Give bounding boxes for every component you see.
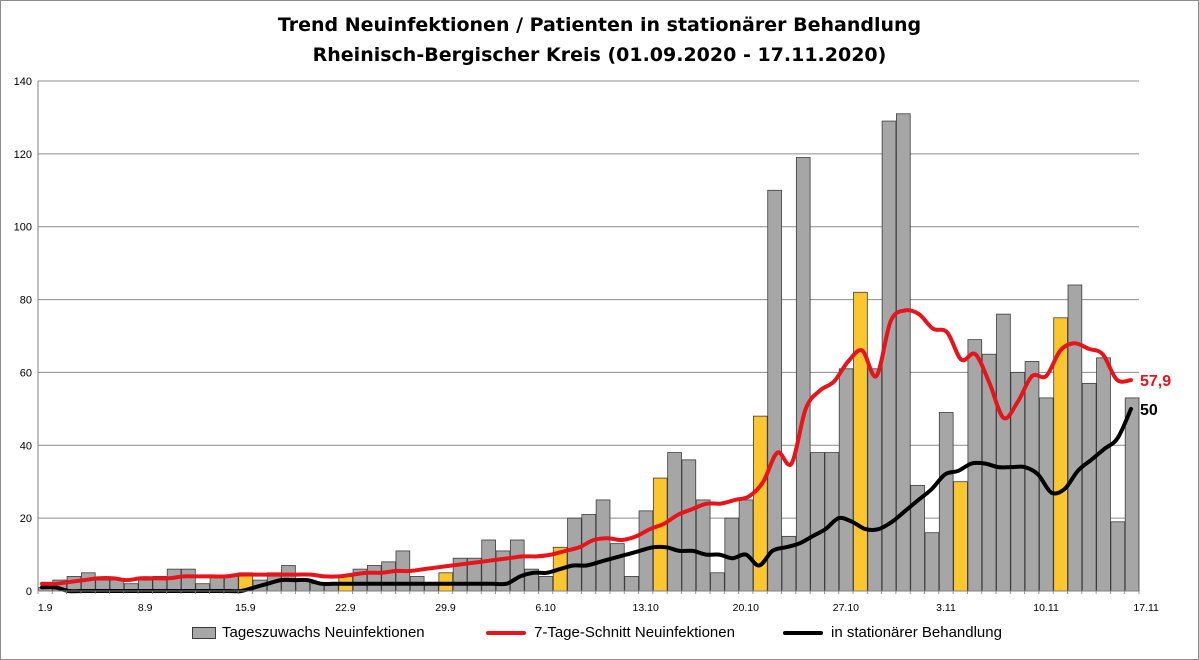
- bar: [695, 499, 711, 592]
- chart-title: Trend Neuinfektionen / Patienten in stat…: [277, 14, 922, 36]
- bar: [896, 113, 911, 592]
- legend-swatch-avg: [486, 630, 526, 635]
- legend-label-hospital: in stationärer Behandlung: [831, 624, 1002, 641]
- bar: [1067, 284, 1083, 592]
- bar: [181, 568, 196, 592]
- bar: [1081, 382, 1097, 592]
- y-tick-label: 60: [20, 367, 32, 379]
- x-tick-label: 15.9: [235, 602, 256, 614]
- bar: [996, 313, 1011, 592]
- y-tick-label: 80: [20, 295, 32, 307]
- bar: [381, 561, 396, 592]
- x-tick-label: 1.9: [38, 602, 53, 614]
- avg-line: [40, 308, 1133, 586]
- bar: [838, 368, 854, 592]
- bar: [767, 189, 782, 592]
- bar: [610, 543, 625, 592]
- y-tick-label: 20: [20, 513, 32, 525]
- y-tick-label: 40: [20, 440, 32, 452]
- x-tick-label: 27.10: [833, 602, 859, 614]
- bar: [538, 576, 554, 592]
- bar: [738, 499, 754, 592]
- bar: [652, 477, 668, 592]
- bar: [1124, 397, 1140, 592]
- bar: [853, 291, 868, 592]
- bar: [953, 481, 968, 592]
- y-tick-label: 120: [14, 149, 32, 161]
- x-tick-label: 29.9: [435, 602, 456, 614]
- bar: [1096, 357, 1111, 592]
- bar: [223, 576, 239, 592]
- x-tick-label: 10.11: [1033, 602, 1059, 614]
- legend-item-avg: 7-Tage-Schnitt Neuinfektionen: [486, 624, 735, 641]
- legend-item-bars: Tageszuwachs Neuinfektionen: [192, 624, 425, 641]
- bar: [581, 514, 597, 592]
- bar: [724, 517, 740, 592]
- legend-swatch-hospital: [783, 630, 823, 635]
- legend: Tageszuwachs Neuinfektionen 7-Tage-Schni…: [0, 624, 1199, 646]
- legend-label-bars: Tageszuwachs Neuinfektionen: [222, 624, 425, 641]
- legend-item-hospital: in stationärer Behandlung: [783, 624, 1002, 641]
- bar: [710, 572, 725, 592]
- legend-label-avg: 7-Tage-Schnitt Neuinfektionen: [534, 624, 735, 641]
- avg-end-label: 57,9: [1140, 373, 1171, 390]
- bar: [366, 565, 382, 592]
- bar: [624, 576, 639, 592]
- y-tick-label: 0: [26, 586, 32, 598]
- bar: [209, 576, 225, 592]
- chart-subtitle: Rheinisch-Bergischer Kreis (01.09.2020 -…: [312, 44, 887, 66]
- y-tick-label: 140: [14, 76, 32, 88]
- bar: [924, 532, 940, 592]
- y-tick-label: 100: [14, 222, 32, 234]
- bar: [938, 412, 954, 592]
- bar: [1024, 361, 1040, 592]
- legend-swatch-bars: [192, 626, 216, 639]
- bar: [681, 459, 697, 592]
- hospital-end-label: 50: [1140, 402, 1158, 419]
- bar: [795, 157, 811, 592]
- bar: [595, 499, 611, 592]
- bar: [1110, 521, 1126, 592]
- x-tick-label: 13.10: [633, 602, 659, 614]
- x-tick-label: 20.10: [733, 602, 759, 614]
- x-tick-label: 17.11: [1133, 602, 1159, 614]
- bar: [567, 517, 582, 592]
- bar: [810, 452, 825, 592]
- x-tick-label: 3.11: [936, 602, 956, 614]
- bar: [867, 368, 883, 592]
- x-tick-label: 8.9: [138, 602, 153, 614]
- x-tick-label: 22.9: [335, 602, 356, 614]
- bar: [509, 539, 525, 592]
- x-tick-label: 6.10: [535, 602, 556, 614]
